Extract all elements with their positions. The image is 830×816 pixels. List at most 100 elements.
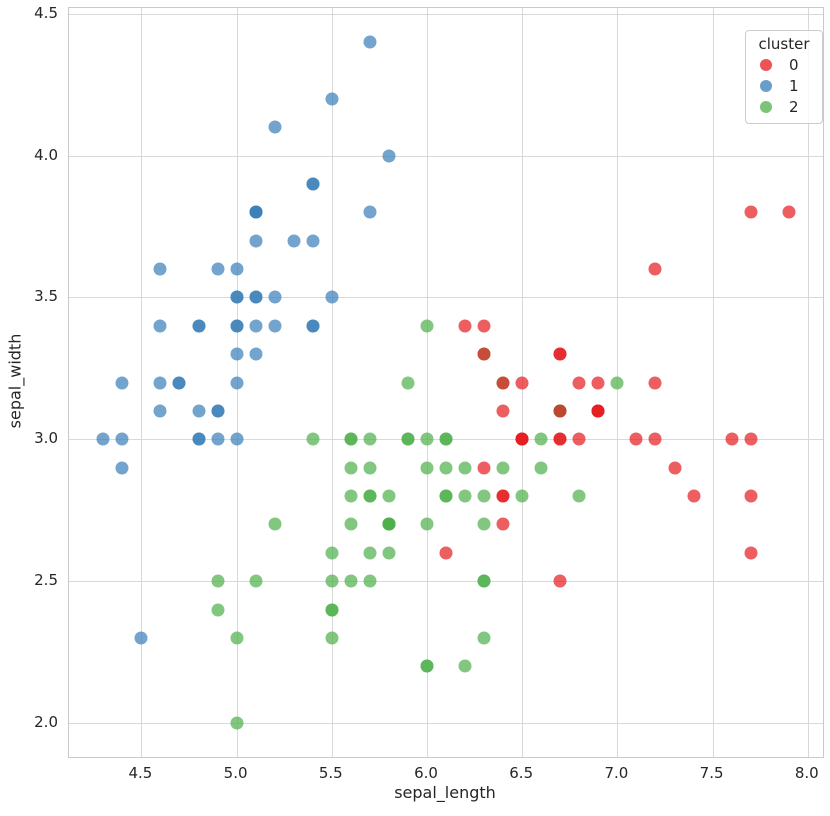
y-tick-label: 4.5 <box>34 3 58 22</box>
data-point <box>477 489 491 503</box>
data-point <box>744 432 758 446</box>
data-point <box>230 262 244 276</box>
data-point <box>629 432 643 446</box>
gridline <box>807 8 809 757</box>
data-point <box>648 376 662 389</box>
data-point <box>477 461 491 475</box>
data-point <box>325 603 339 616</box>
y-tick-label: 2.5 <box>34 571 58 590</box>
data-point <box>496 461 510 475</box>
data-point <box>591 376 605 389</box>
data-point <box>153 319 167 333</box>
data-point <box>401 376 415 389</box>
x-tick-label: 8.0 <box>794 764 819 782</box>
data-point <box>477 631 491 645</box>
gridline <box>69 155 823 157</box>
data-point <box>725 432 739 446</box>
data-point <box>496 489 510 503</box>
data-point <box>458 659 472 673</box>
legend-marker-icon <box>760 58 772 71</box>
data-point <box>211 432 224 446</box>
data-point <box>515 432 529 446</box>
data-point <box>477 574 491 588</box>
y-tick-label: 3.0 <box>34 429 58 448</box>
gridline <box>712 8 714 757</box>
legend-entry: 1 <box>754 75 814 96</box>
data-point <box>382 517 396 531</box>
x-tick-label: 6.0 <box>414 764 438 782</box>
x-axis-label: sepal_length <box>394 783 496 802</box>
data-point <box>306 319 320 333</box>
data-point <box>287 234 301 248</box>
data-point <box>115 432 129 446</box>
data-point <box>744 205 758 219</box>
x-tick-label: 7.5 <box>699 764 724 782</box>
data-point <box>439 432 453 446</box>
data-point <box>153 376 167 389</box>
x-tick-label: 6.5 <box>509 764 534 782</box>
data-point <box>153 262 167 276</box>
data-point <box>172 376 186 389</box>
gridline <box>141 8 143 757</box>
data-point <box>325 546 339 560</box>
x-tick-label: 5.0 <box>223 764 248 782</box>
data-point <box>496 517 510 531</box>
data-point <box>115 376 129 389</box>
data-point <box>572 489 586 503</box>
legend: cluster 0 1 2 <box>745 30 823 124</box>
data-point <box>325 290 339 304</box>
data-point <box>648 432 662 446</box>
data-point <box>249 205 263 219</box>
x-tick-label: 4.5 <box>128 764 153 782</box>
legend-title: cluster <box>758 35 810 53</box>
data-point <box>115 461 129 475</box>
data-point <box>439 489 453 503</box>
legend-entry: 2 <box>754 96 814 117</box>
data-point <box>782 205 796 219</box>
data-point <box>230 347 244 361</box>
legend-entry: 0 <box>754 54 814 75</box>
data-point <box>687 489 700 503</box>
data-point <box>211 404 224 418</box>
data-point <box>268 517 282 531</box>
data-point <box>249 347 263 361</box>
data-point <box>230 716 244 730</box>
data-point <box>458 489 472 503</box>
data-point <box>249 574 263 588</box>
gridline <box>69 13 823 15</box>
data-point <box>420 461 434 475</box>
y-tick-label: 3.5 <box>34 287 58 306</box>
data-point <box>230 290 244 304</box>
data-point <box>591 404 605 418</box>
data-point <box>420 517 434 531</box>
data-point <box>496 376 510 389</box>
data-point <box>572 432 586 446</box>
gridline <box>69 581 823 583</box>
data-point <box>230 376 244 389</box>
data-point <box>401 432 415 446</box>
data-point <box>668 461 681 475</box>
data-point <box>306 177 320 191</box>
data-point <box>344 517 358 531</box>
data-point <box>553 574 567 588</box>
data-point <box>192 432 205 446</box>
data-point <box>192 319 205 333</box>
legend-entry-label: 1 <box>789 76 799 95</box>
data-point <box>306 432 320 446</box>
data-point <box>477 347 491 361</box>
data-point <box>420 319 434 333</box>
data-point <box>420 659 434 673</box>
y-axis-label: sepal_width <box>5 333 25 429</box>
gridline <box>69 723 823 724</box>
data-point <box>325 92 339 106</box>
data-point <box>306 234 320 248</box>
x-tick-label: 7.0 <box>604 764 629 782</box>
data-point <box>211 574 224 588</box>
data-point <box>268 290 282 304</box>
data-point <box>96 432 110 446</box>
data-point <box>249 319 263 333</box>
data-point <box>382 546 396 560</box>
data-point <box>344 489 358 503</box>
data-point <box>363 574 377 588</box>
